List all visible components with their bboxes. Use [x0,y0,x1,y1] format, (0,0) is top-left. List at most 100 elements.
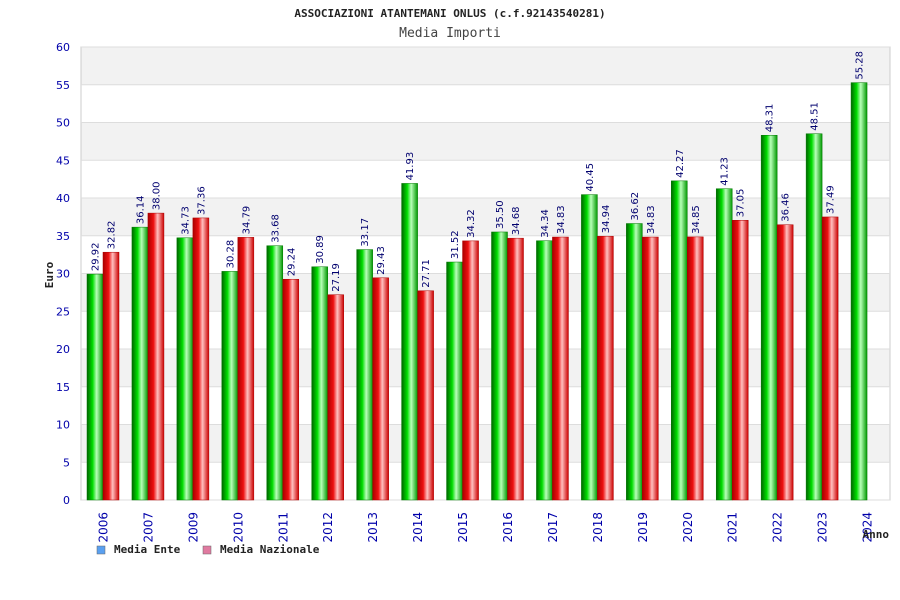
plot-band [81,349,890,387]
y-tick-label: 25 [56,305,70,318]
bar-media-nazionale [327,294,344,501]
bar-media-nazionale [597,235,614,501]
x-tick-label: 2007 [141,512,155,543]
plot-band [81,198,890,236]
bar-media-ente [356,249,373,501]
bar-media-ente [131,226,149,501]
bar-value-label: 27.19 [331,263,342,292]
bar-media-nazionale [821,216,839,501]
bar-value-label: 33.68 [270,214,281,243]
bar-media-nazionale [102,251,120,501]
bar-media-ente [221,271,239,501]
bar-value-label: 40.45 [585,163,596,192]
y-tick-label: 20 [56,343,70,356]
x-tick-label: 2018 [591,512,605,543]
y-tick-label: 55 [56,79,70,92]
x-tick-label: 2020 [681,512,695,543]
bar-media-ente [626,223,643,501]
bar-value-label: 34.83 [556,205,567,234]
x-tick-label: 2014 [411,512,425,543]
bar-media-nazionale [552,236,569,501]
y-tick-label: 15 [56,381,70,394]
x-tick-label: 2006 [96,512,110,543]
plot-band [81,84,890,123]
bar-value-label: 33.17 [360,218,371,247]
bar-media-ente [671,180,688,501]
bar-value-label: 34.32 [466,209,477,238]
y-tick-label: 30 [56,268,70,281]
plot-band [81,47,890,85]
bar-media-nazionale [372,277,389,501]
bar-media-nazionale [731,220,749,501]
bar-value-label: 48.31 [765,104,776,133]
y-tick-label: 10 [56,419,70,432]
bar-media-ente [86,273,104,501]
chart-title: ASSOCIAZIONI ATANTEMANI ONLUS (c.f.92143… [294,7,605,20]
plot-band [81,311,890,349]
x-tick-label: 2024 [861,512,875,543]
x-tick-label: 2015 [456,512,470,543]
y-axis-ticks: 0 5 10 15 20 25 30 35 40 45 50 55 60 [56,41,70,507]
bar-value-label: 30.89 [315,235,326,264]
plot-band [81,160,890,198]
bar-value-label: 37.05 [736,189,747,218]
bar-media-ente [491,231,508,501]
bar-value-label: 36.46 [781,193,792,222]
bars [86,82,868,501]
bar-media-ente [715,188,733,501]
bar-media-nazionale [282,278,300,501]
legend-swatch [96,545,106,555]
chart-subtitle: Media Importi [399,26,501,41]
x-tick-label: 2013 [366,512,380,543]
y-tick-label: 35 [56,230,70,243]
plot-band [81,122,890,161]
bar-value-label: 34.94 [601,205,612,234]
bar-value-label: 29.43 [376,246,387,275]
legend-label: Media Nazionale [220,543,320,556]
bar-media-nazionale [237,237,255,501]
bar-value-label: 34.34 [540,209,551,238]
bar-value-label: 29.92 [91,242,102,271]
bar-media-ente [446,261,463,501]
plot-background [80,46,891,501]
bar-value-label: 36.14 [135,196,146,225]
bar-value-label: 55.28 [855,51,866,80]
x-tick-label: 2009 [186,512,200,543]
bar-value-label: 34.73 [180,206,191,235]
bar-value-label: 42.27 [675,149,686,178]
bar-value-label: 36.62 [630,192,641,221]
plot-band [81,273,890,312]
bar-media-ente [536,240,553,501]
bar-media-nazionale [192,217,210,501]
bar-value-label: 34.79 [241,206,252,235]
y-axis-label: Euro [43,261,56,288]
legend-label: Media Ente [114,543,181,556]
x-tick-label: 2012 [321,512,335,543]
bar-value-label: 41.23 [720,157,731,186]
plot-band [81,424,890,463]
plot-band [81,235,890,274]
bar-value-label: 34.68 [511,207,522,236]
bar-value-label: 38.00 [151,181,162,210]
bar-media-nazionale [507,237,524,501]
bar-value-label: 41.93 [405,152,416,181]
bar-media-ente [176,237,194,501]
bar-value-label: 32.82 [107,221,118,250]
bar-value-label: 29.24 [286,248,297,277]
bar-media-ente [805,133,823,501]
bar-media-nazionale [462,240,479,501]
plot-band [81,386,890,425]
x-tick-label: 2016 [501,512,515,543]
y-tick-label: 60 [56,41,70,54]
bar-media-nazionale [147,212,165,501]
bar-value-label: 37.49 [826,185,837,214]
bar-value-label: 35.50 [495,200,506,229]
y-tick-label: 5 [63,456,70,469]
x-tick-label: 2022 [771,512,785,543]
y-tick-label: 45 [56,154,70,167]
bar-value-label: 31.52 [450,230,461,259]
legend-swatch [202,545,212,555]
bar-media-ente [311,266,328,501]
bar-media-nazionale [642,236,659,501]
